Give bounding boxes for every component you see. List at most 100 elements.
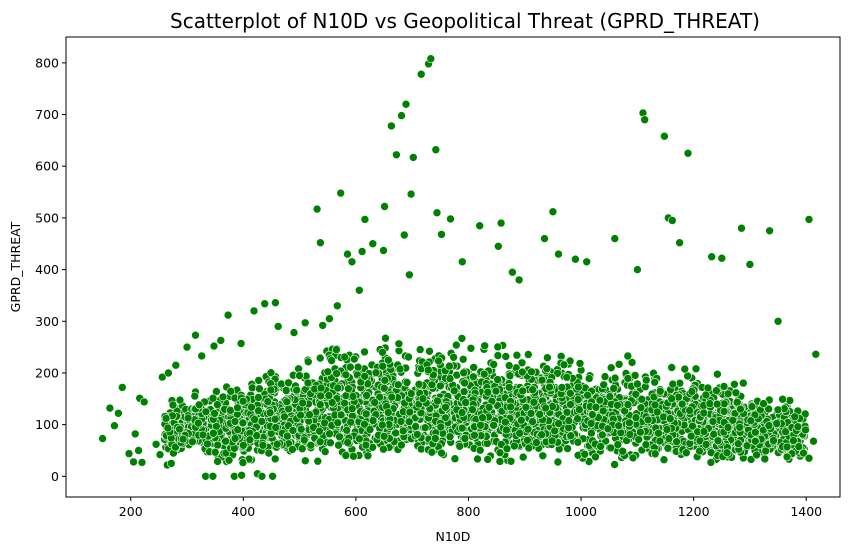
data-point [260, 299, 270, 309]
data-point [493, 375, 502, 384]
data-point [667, 216, 677, 225]
data-point [340, 352, 350, 362]
data-point [394, 339, 404, 349]
data-point [248, 383, 257, 393]
data-point [313, 456, 323, 466]
data-point [455, 441, 465, 451]
data-point [641, 440, 651, 449]
data-point [660, 131, 669, 141]
data-point [271, 298, 280, 308]
data-point [528, 385, 538, 395]
data-point [528, 417, 537, 426]
data-point [469, 363, 479, 372]
data-point [535, 410, 545, 419]
data-points [98, 54, 821, 481]
data-point [597, 430, 607, 440]
data-point [782, 442, 792, 452]
y-tick-label: 0 [51, 469, 59, 484]
data-point [591, 402, 601, 412]
data-point [432, 208, 442, 217]
data-point [139, 397, 149, 407]
data-point [415, 345, 425, 354]
data-point [701, 390, 711, 400]
data-point [365, 425, 375, 434]
data-point [524, 443, 534, 453]
data-point [553, 368, 562, 378]
data-point [785, 396, 795, 405]
data-point [630, 371, 640, 380]
data-point [643, 415, 653, 425]
data-point [723, 389, 733, 399]
data-point [203, 439, 212, 449]
data-point [457, 408, 467, 417]
data-point [746, 416, 756, 426]
data-point [742, 441, 752, 451]
y-tick-label: 200 [35, 365, 59, 380]
data-point [731, 388, 741, 398]
data-point [623, 351, 633, 361]
data-point [218, 392, 228, 402]
data-point [406, 189, 416, 199]
data-point [745, 260, 755, 269]
data-point [665, 414, 675, 423]
data-point [380, 202, 389, 211]
data-point [707, 252, 717, 262]
data-point [610, 460, 619, 469]
data-point [221, 436, 230, 446]
data-point [332, 301, 342, 311]
data-point [691, 364, 701, 374]
data-point [476, 420, 485, 430]
data-point [543, 353, 552, 363]
y-tick-label: 100 [35, 417, 59, 432]
data-point [606, 443, 616, 453]
data-point [298, 398, 307, 408]
data-point [416, 408, 426, 418]
data-point [553, 457, 563, 467]
data-point [209, 341, 219, 351]
data-point [801, 425, 810, 435]
data-point [430, 434, 440, 443]
data-point [270, 414, 280, 424]
data-point [303, 357, 313, 367]
y-tick-label: 700 [35, 107, 59, 122]
data-point [634, 435, 644, 444]
data-point [395, 364, 405, 374]
data-point [436, 381, 445, 391]
data-point [468, 405, 477, 414]
data-point [685, 406, 694, 415]
data-point [288, 426, 298, 435]
data-point [209, 428, 218, 438]
data-point [652, 407, 662, 417]
data-point [379, 431, 389, 441]
data-point [550, 426, 560, 436]
data-point [483, 387, 493, 397]
data-point [631, 413, 641, 422]
data-point [325, 429, 334, 439]
data-point [736, 404, 745, 414]
data-point [547, 436, 557, 446]
data-point [500, 417, 510, 427]
data-point [349, 451, 358, 461]
data-point [713, 436, 723, 446]
data-point [563, 444, 572, 453]
data-point [603, 424, 613, 434]
data-point [470, 430, 479, 440]
data-point [194, 418, 203, 428]
data-point [404, 352, 413, 362]
data-point [333, 383, 343, 393]
x-axis: 200 400 600 800 1000 1200 1400 [119, 497, 822, 519]
data-point [226, 406, 235, 415]
data-point [514, 275, 524, 285]
data-point [609, 384, 619, 393]
data-point [198, 430, 208, 440]
data-point [213, 440, 222, 450]
data-point [266, 385, 276, 395]
data-point [782, 452, 792, 462]
data-point [368, 416, 378, 425]
data-point [239, 440, 248, 450]
data-point [571, 254, 580, 264]
data-point [598, 406, 608, 416]
plot-frame [65, 36, 841, 498]
data-point [440, 413, 450, 423]
data-point [316, 383, 326, 393]
